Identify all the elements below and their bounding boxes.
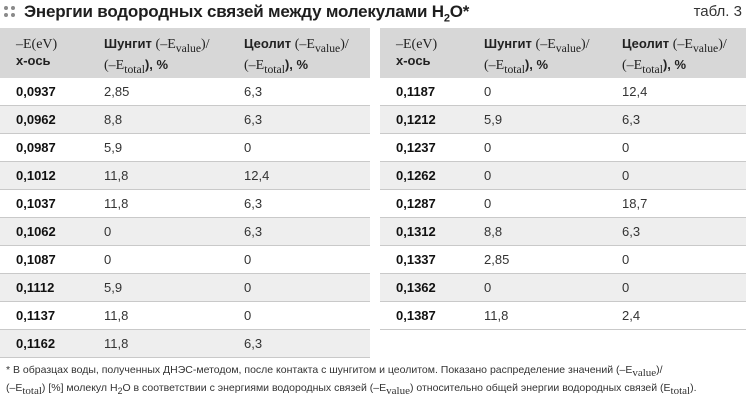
cell-shungit: 0: [468, 273, 606, 302]
cell-energy: 0,1037: [0, 189, 88, 218]
table-row: 0,1012 11,8 12,4: [0, 161, 370, 190]
table-row: 0,1287 0 18,7: [380, 189, 746, 218]
cell-zeolit: 6,3: [228, 105, 370, 134]
table-row: 0,1312 8,8 6,3: [380, 217, 746, 246]
cell-energy: 0,1112: [0, 273, 88, 302]
cell-energy: 0,1237: [380, 133, 468, 162]
column-header-shungit: Шунгит (–Evalue)/(–Etotal), %: [88, 28, 228, 78]
table-header-bar: Энергии водородных связей между молекула…: [0, 0, 746, 26]
cell-energy: 0,1287: [380, 189, 468, 218]
data-table-left: –E(eV) х-ось Шунгит (–Evalue)/(–Etotal), …: [0, 28, 370, 358]
cell-energy: 0,1362: [380, 273, 468, 302]
cell-energy: 0,0937: [0, 77, 88, 106]
cell-energy: 0,1312: [380, 217, 468, 246]
cell-energy: 0,1337: [380, 245, 468, 274]
table-head-row: –E(eV) х-ось Шунгит (–Evalue)/(–Etotal), …: [380, 28, 746, 78]
table-row: 0,1087 0 0: [0, 245, 370, 274]
cell-shungit: 11,8: [88, 329, 228, 358]
cell-shungit: 5,9: [88, 133, 228, 162]
cell-shungit: 0: [468, 77, 606, 106]
table-row: 0,0987 5,9 0: [0, 133, 370, 162]
cell-zeolit: 0: [606, 245, 746, 274]
cell-zeolit: 0: [606, 273, 746, 302]
cell-energy: 0,0987: [0, 133, 88, 162]
grid-dots-icon: [4, 6, 16, 18]
cell-zeolit: 0: [228, 245, 370, 274]
cell-zeolit: 6,3: [228, 77, 370, 106]
cell-energy: 0,1162: [0, 329, 88, 358]
cell-shungit: 2,85: [468, 245, 606, 274]
cell-shungit: 0: [468, 189, 606, 218]
cell-energy: 0,1087: [0, 245, 88, 274]
cell-zeolit: 6,3: [606, 217, 746, 246]
table-row: 0,0962 8,8 6,3: [0, 105, 370, 134]
cell-shungit: 11,8: [88, 161, 228, 190]
table-footnote: * В образцах воды, полученных ДНЭС-метод…: [6, 364, 697, 398]
column-header-zeolit: Цеолит (–Evalue)/(–Etotal), %: [606, 28, 746, 78]
cell-zeolit: 12,4: [606, 77, 746, 106]
cell-shungit: 11,8: [88, 189, 228, 218]
cell-energy: 0,1387: [380, 301, 468, 330]
cell-shungit: 11,8: [88, 301, 228, 330]
cell-zeolit: 12,4: [228, 161, 370, 190]
cell-zeolit: 6,3: [228, 329, 370, 358]
cell-energy: 0,1137: [0, 301, 88, 330]
table-row: 0,1387 11,8 2,4: [380, 301, 746, 330]
cell-zeolit: 6,3: [228, 217, 370, 246]
table-row: 0,1362 0 0: [380, 273, 746, 302]
cell-zeolit: 0: [606, 161, 746, 190]
cell-shungit: 11,8: [468, 301, 606, 330]
column-header-x: –E(eV) х-ось: [380, 28, 468, 78]
cell-shungit: 8,8: [88, 105, 228, 134]
cell-energy: 0,1187: [380, 77, 468, 106]
cell-zeolit: 0: [606, 133, 746, 162]
cell-zeolit: 6,3: [228, 189, 370, 218]
column-header-x: –E(eV) х-ось: [0, 28, 88, 78]
table-row: 0,1062 0 6,3: [0, 217, 370, 246]
cell-shungit: 5,9: [468, 105, 606, 134]
cell-zeolit: 0: [228, 133, 370, 162]
cell-energy: 0,1012: [0, 161, 88, 190]
table-row: 0,1212 5,9 6,3: [380, 105, 746, 134]
table-row: 0,0937 2,85 6,3: [0, 77, 370, 106]
table-row: 0,1337 2,85 0: [380, 245, 746, 274]
cell-energy: 0,1212: [380, 105, 468, 134]
cell-zeolit: 6,3: [606, 105, 746, 134]
cell-shungit: 0: [468, 133, 606, 162]
cell-shungit: 0: [88, 217, 228, 246]
table-head-row: –E(eV) х-ось Шунгит (–Evalue)/(–Etotal), …: [0, 28, 370, 78]
cell-energy: 0,1262: [380, 161, 468, 190]
table-row: 0,1187 0 12,4: [380, 77, 746, 106]
cell-zeolit: 2,4: [606, 301, 746, 330]
table-title: Энергии водородных связей между молекула…: [24, 2, 470, 25]
cell-zeolit: 18,7: [606, 189, 746, 218]
cell-zeolit: 0: [228, 273, 370, 302]
cell-shungit: 5,9: [88, 273, 228, 302]
table-row: 0,1037 11,8 6,3: [0, 189, 370, 218]
table-row: 0,1112 5,9 0: [0, 273, 370, 302]
column-header-zeolit: Цеолит (–Evalue)/(–Etotal), %: [228, 28, 370, 78]
cell-shungit: 0: [88, 245, 228, 274]
cell-shungit: 8,8: [468, 217, 606, 246]
cell-shungit: 2,85: [88, 77, 228, 106]
data-table-right: –E(eV) х-ось Шунгит (–Evalue)/(–Etotal), …: [380, 28, 746, 330]
table-row: 0,1262 0 0: [380, 161, 746, 190]
table-row: 0,1162 11,8 6,3: [0, 329, 370, 358]
cell-shungit: 0: [468, 161, 606, 190]
table-row: 0,1137 11,8 0: [0, 301, 370, 330]
column-header-shungit: Шунгит (–Evalue)/(–Etotal), %: [468, 28, 606, 78]
table-row: 0,1237 0 0: [380, 133, 746, 162]
cell-zeolit: 0: [228, 301, 370, 330]
cell-energy: 0,1062: [0, 217, 88, 246]
cell-energy: 0,0962: [0, 105, 88, 134]
table-number: табл. 3: [693, 3, 742, 20]
